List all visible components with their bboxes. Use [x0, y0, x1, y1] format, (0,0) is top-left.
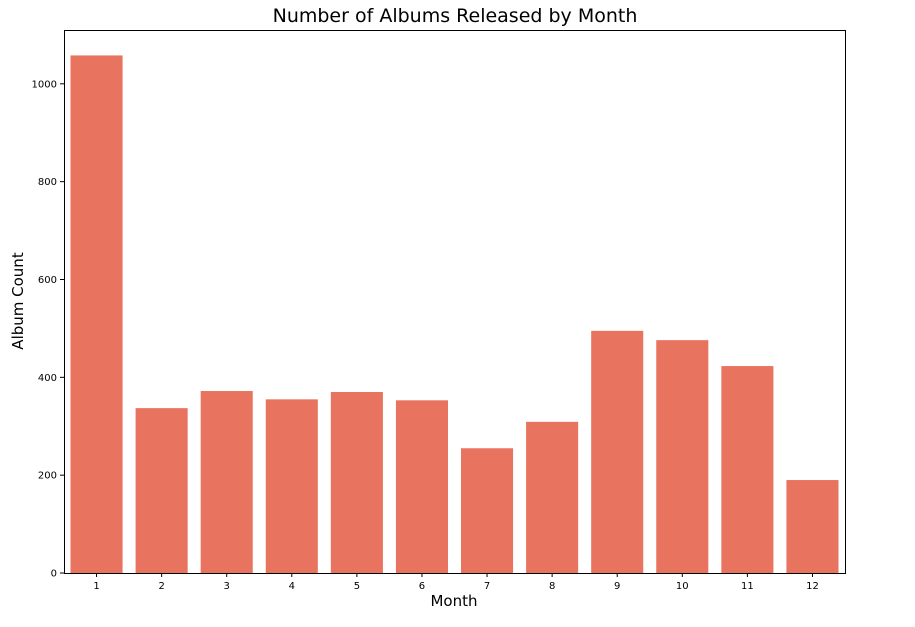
- x-tick-label: 4: [289, 581, 295, 592]
- y-tick-label: 1000: [32, 79, 57, 90]
- x-tick-label: 11: [741, 581, 754, 592]
- bar-month-11: [721, 366, 774, 573]
- chart-title: Number of Albums Released by Month: [273, 5, 638, 27]
- x-axis-title: Month: [430, 592, 477, 610]
- bar-month-2: [135, 408, 188, 573]
- x-tick-label: 10: [676, 581, 689, 592]
- bar-month-12: [786, 480, 839, 573]
- y-tick-label: 200: [38, 471, 57, 482]
- y-tick-label: 600: [38, 275, 57, 286]
- x-tick-label: 7: [484, 581, 490, 592]
- bar-month-1: [70, 55, 123, 573]
- x-tick-label: 9: [614, 581, 620, 592]
- bar-month-8: [526, 421, 579, 573]
- x-tick-label: 1: [93, 581, 99, 592]
- bar-month-6: [395, 400, 448, 573]
- y-tick-label: 0: [51, 569, 57, 580]
- y-tick-label: 400: [38, 373, 57, 384]
- x-tick-label: 8: [549, 581, 555, 592]
- bar-month-7: [461, 448, 514, 573]
- x-tick-label: 6: [419, 581, 425, 592]
- bar-month-3: [200, 391, 253, 573]
- y-axis-title: Album Count: [9, 252, 27, 350]
- bar-month-10: [656, 340, 709, 573]
- x-tick-label: 3: [224, 581, 230, 592]
- bar-month-5: [330, 392, 383, 573]
- x-tick-label: 12: [806, 581, 819, 592]
- plot-frame: [64, 30, 846, 574]
- y-tick-label: 800: [38, 177, 57, 188]
- x-tick-label: 2: [158, 581, 164, 592]
- bar-month-4: [265, 399, 318, 573]
- x-tick-label: 5: [354, 581, 360, 592]
- bar-month-9: [591, 330, 644, 573]
- bars-layer: [70, 55, 839, 573]
